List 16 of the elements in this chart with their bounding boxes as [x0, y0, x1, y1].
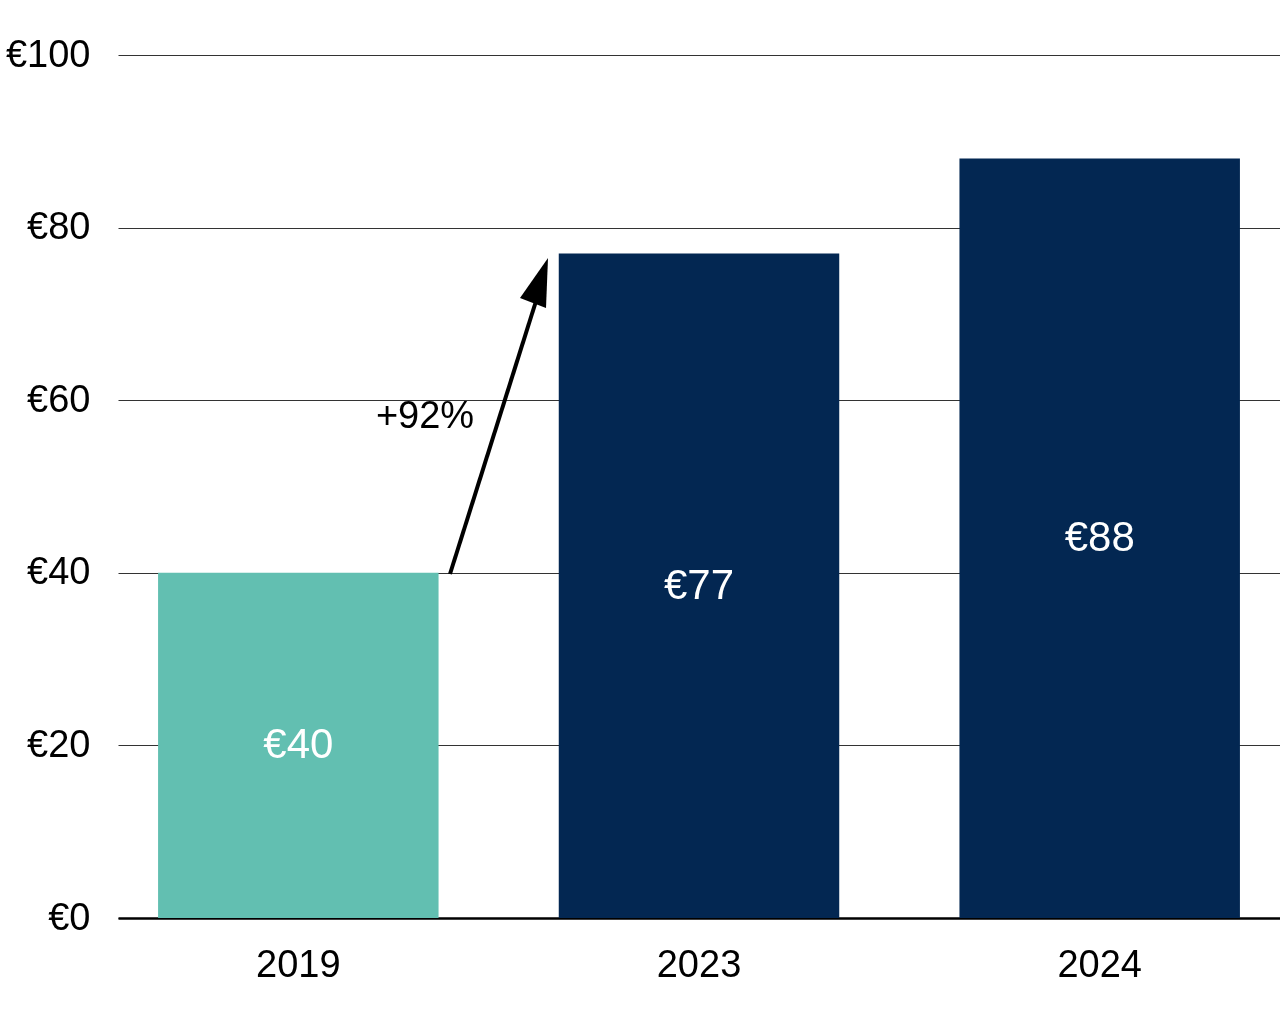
y-tick-label: €80: [27, 205, 91, 248]
data-label: €77: [663, 560, 735, 608]
bar: [158, 572, 439, 918]
y-tick-label: €20: [27, 722, 91, 765]
y-tick-label: €40: [27, 550, 91, 593]
data-label: €40: [263, 720, 334, 768]
bar: [959, 158, 1240, 918]
annotation: +92%: [375, 394, 475, 436]
bar: [558, 253, 840, 918]
data-label: €88: [1064, 513, 1135, 561]
x-tick-label: 2024: [1057, 942, 1142, 985]
x-tick-label: 2023: [656, 942, 742, 985]
y-tick-label: €100: [5, 32, 91, 75]
x-tick-label: 2019: [256, 942, 341, 985]
y-tick-label: €0: [48, 895, 91, 938]
y-tick-label: €60: [27, 377, 91, 420]
